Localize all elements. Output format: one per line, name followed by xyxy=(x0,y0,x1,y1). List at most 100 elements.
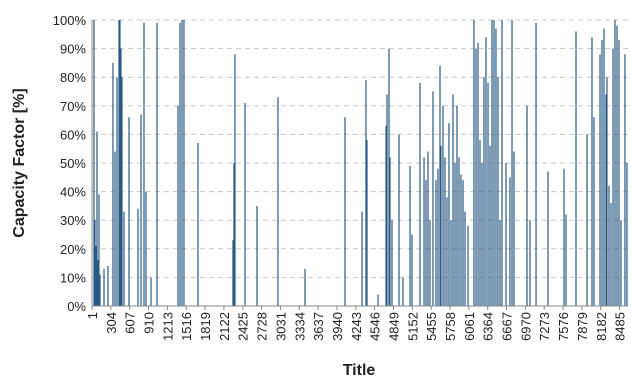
bar xyxy=(365,80,367,306)
x-tick-label: 910 xyxy=(142,312,157,334)
x-tick-label: 6364 xyxy=(481,312,496,341)
bar xyxy=(575,31,577,306)
x-tick-label: 304 xyxy=(104,312,119,334)
bar xyxy=(143,22,145,307)
bar xyxy=(460,174,462,306)
bar xyxy=(150,277,152,306)
bar xyxy=(444,157,446,306)
bar xyxy=(442,105,444,306)
bar xyxy=(477,42,479,306)
y-tick-label: 20% xyxy=(60,242,86,257)
y-tick-label: 70% xyxy=(60,99,86,114)
bar xyxy=(140,114,142,306)
bar xyxy=(119,20,121,306)
x-tick-label: 6970 xyxy=(518,312,533,341)
bar xyxy=(501,20,503,306)
x-tick-label: 7879 xyxy=(575,312,590,341)
x-tick-label: 4546 xyxy=(368,312,383,341)
bar xyxy=(610,203,612,306)
bar xyxy=(462,180,464,306)
bar xyxy=(437,168,439,306)
x-tick-label: 2425 xyxy=(236,312,251,341)
x-tick-label: 6667 xyxy=(500,312,515,341)
bar xyxy=(234,54,236,306)
y-tick-label: 90% xyxy=(60,42,86,57)
bar xyxy=(183,20,185,306)
bar xyxy=(591,37,593,306)
x-tick-label: 1213 xyxy=(160,312,175,341)
bar xyxy=(244,102,246,306)
bar xyxy=(446,197,448,306)
y-tick-label: 80% xyxy=(60,70,86,85)
bar xyxy=(389,157,391,306)
y-tick-label: 40% xyxy=(60,185,86,200)
bar xyxy=(535,22,537,307)
bar xyxy=(509,177,511,306)
bar xyxy=(232,240,234,306)
bar xyxy=(608,185,610,306)
bar xyxy=(93,20,95,306)
bar xyxy=(94,220,96,306)
x-tick-label: 2122 xyxy=(217,312,232,341)
x-tick-label: 1 xyxy=(85,312,100,319)
bar xyxy=(495,28,497,307)
bar xyxy=(427,151,429,306)
bar xyxy=(116,77,118,306)
x-tick-label: 607 xyxy=(123,312,138,334)
bar xyxy=(419,82,421,306)
bar xyxy=(121,77,123,306)
bar xyxy=(398,134,400,306)
bar xyxy=(156,22,158,307)
bar xyxy=(505,163,507,306)
bar xyxy=(485,37,487,306)
bar xyxy=(489,145,491,306)
bar xyxy=(344,117,346,307)
bar xyxy=(96,131,98,306)
bar xyxy=(467,225,469,306)
bar xyxy=(256,205,258,306)
bar xyxy=(177,105,179,306)
y-tick-label: 30% xyxy=(60,213,86,228)
bar xyxy=(487,82,489,306)
bar xyxy=(409,165,411,306)
y-axis-title: Capacity Factor [%] xyxy=(11,88,28,237)
bar xyxy=(99,274,101,306)
y-tick-label: 10% xyxy=(60,270,86,285)
bar xyxy=(606,77,608,306)
bar xyxy=(179,22,181,307)
y-tick-label: 50% xyxy=(60,156,86,171)
x-tick-label: 5152 xyxy=(405,312,420,341)
x-tick-label: 7576 xyxy=(556,312,571,341)
bar xyxy=(526,105,528,306)
bar xyxy=(586,134,588,306)
bar xyxy=(513,151,515,306)
x-tick-label: 1819 xyxy=(198,312,213,341)
bar xyxy=(448,122,450,307)
x-tick-label: 3334 xyxy=(292,312,307,341)
x-axis-title: Title xyxy=(343,362,376,379)
bar xyxy=(563,168,565,306)
x-tick-label: 4849 xyxy=(386,312,401,341)
bar xyxy=(388,48,390,306)
bar xyxy=(386,94,388,306)
bar xyxy=(454,163,456,306)
bar xyxy=(626,163,628,306)
bar xyxy=(614,20,616,306)
bar xyxy=(137,208,139,306)
bar xyxy=(464,211,466,306)
bar xyxy=(361,211,363,306)
bar xyxy=(456,105,458,306)
bar xyxy=(107,265,109,306)
bar xyxy=(620,220,622,306)
bar xyxy=(450,220,452,306)
bar xyxy=(435,180,437,306)
bar xyxy=(479,140,481,306)
bar xyxy=(95,245,97,306)
bar xyxy=(233,163,235,306)
bar xyxy=(493,20,495,306)
bar xyxy=(440,145,442,306)
bar xyxy=(483,77,485,306)
bar xyxy=(565,214,567,306)
